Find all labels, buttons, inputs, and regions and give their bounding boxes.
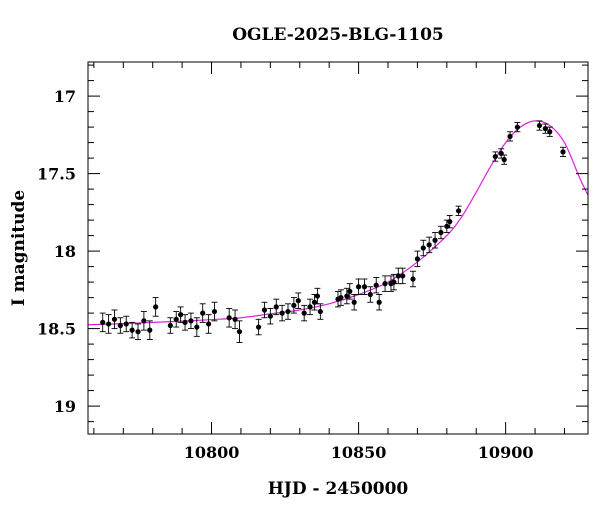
x-axis-label: HJD - 2450000 [268, 479, 409, 499]
data-point [255, 324, 262, 330]
data-point [444, 223, 450, 229]
data-point [498, 150, 504, 157]
data-point [314, 293, 321, 299]
data-point [391, 279, 397, 285]
data-point [432, 237, 438, 243]
data-point [438, 229, 444, 236]
data-point [382, 281, 388, 287]
data-point [344, 293, 350, 299]
data-point [536, 122, 543, 129]
data-point [426, 242, 432, 248]
y-tick-label: 18.5 [37, 320, 76, 339]
data-point [420, 245, 426, 251]
y-axis-label: I magnitude [9, 190, 29, 307]
data-point [317, 308, 323, 315]
data-point [147, 327, 153, 333]
x-tick-label: 10850 [331, 443, 387, 462]
data-point [232, 316, 238, 322]
data-point [547, 129, 553, 135]
data-point [447, 219, 453, 225]
data-point [100, 319, 106, 325]
data-point [273, 304, 279, 310]
data-point [400, 273, 406, 279]
data-point [105, 321, 112, 327]
y-tick-label: 19 [54, 397, 76, 416]
data-point [395, 273, 401, 279]
data-point [236, 329, 243, 335]
data-point [361, 284, 368, 290]
data-point [301, 310, 307, 316]
data-point [501, 157, 507, 163]
y-tick-label: 17.5 [37, 165, 76, 184]
chart-title: OGLE-2025-BLG-1105 [232, 25, 444, 45]
data-point [178, 312, 184, 318]
data-point [492, 153, 498, 160]
data-point [560, 149, 566, 155]
data-point [267, 313, 273, 319]
data-point [205, 321, 212, 327]
data-point [351, 299, 357, 305]
data-point [414, 256, 421, 262]
axis-ticks [88, 62, 588, 434]
data-point [123, 321, 129, 327]
data-point [410, 276, 416, 282]
data-point [347, 288, 353, 294]
data-point [135, 329, 141, 335]
data-point [167, 322, 173, 329]
data-point [200, 310, 206, 316]
data-point [226, 315, 232, 321]
y-tick-label: 17 [54, 87, 76, 106]
data-point [295, 298, 301, 304]
data-point [194, 324, 200, 330]
data-point [211, 308, 218, 315]
x-tick-label: 10800 [184, 443, 240, 462]
data-point-layer [100, 122, 566, 335]
plot-frame [87, 61, 589, 435]
data-point [261, 307, 268, 313]
data-point [542, 126, 548, 132]
x-tick-label: 10900 [478, 443, 534, 462]
data-point [285, 308, 291, 315]
data-point [307, 304, 313, 310]
data-point [279, 310, 285, 316]
data-point [141, 318, 147, 324]
y-tick-label: 18 [54, 242, 76, 261]
data-point [455, 208, 462, 214]
data-point [111, 316, 118, 322]
data-point [376, 299, 382, 305]
data-point [311, 299, 318, 305]
data-point [291, 302, 297, 308]
data-point [373, 282, 379, 288]
data-point [117, 322, 123, 329]
data-point [338, 295, 344, 301]
data-point [182, 319, 188, 325]
data-point [355, 284, 362, 290]
data-point [173, 316, 179, 322]
data-point [129, 327, 135, 333]
data-point [514, 124, 521, 130]
data-point [153, 304, 159, 310]
data-point [188, 318, 194, 324]
data-point [507, 133, 513, 139]
axis-tick-labels: 10800 10850 10900 17 17.5 18 18.5 19 [37, 87, 533, 462]
data-point [367, 291, 373, 298]
